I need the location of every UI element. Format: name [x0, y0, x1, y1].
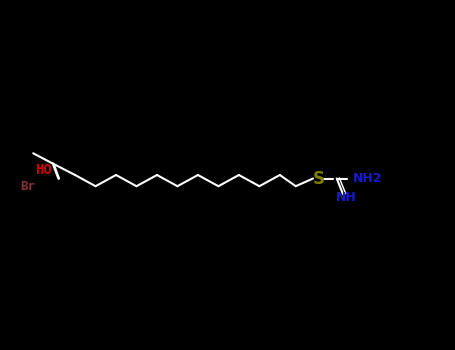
Text: S: S — [313, 169, 324, 188]
Text: HO: HO — [35, 163, 51, 177]
Text: NH: NH — [336, 191, 357, 204]
Text: NH2: NH2 — [353, 172, 382, 185]
Text: Br: Br — [20, 180, 35, 193]
